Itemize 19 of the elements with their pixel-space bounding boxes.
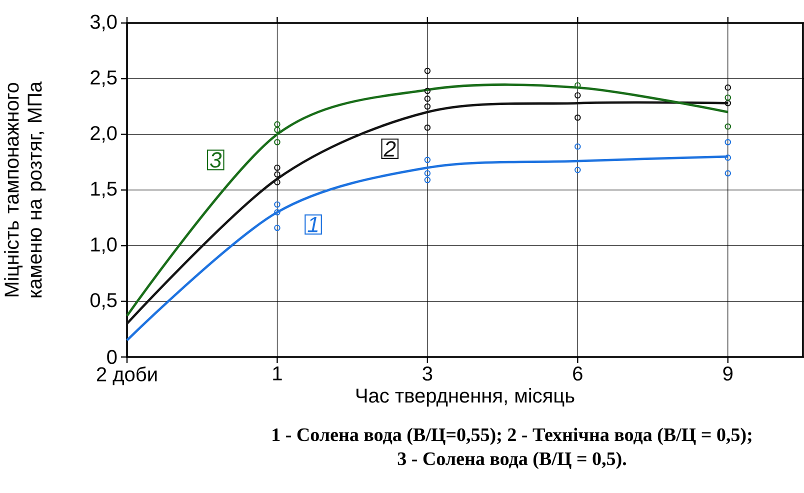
x-tick-label: 6 bbox=[573, 366, 582, 381]
series-label: 3 bbox=[210, 152, 222, 168]
y-tick-label: 1,5 bbox=[91, 182, 117, 198]
x-tick-label: 2 доби bbox=[96, 366, 157, 386]
y-tick-label: 2,5 bbox=[90, 70, 117, 87]
y-tick-label: 2,0 bbox=[90, 126, 117, 143]
y-axis-title: Міцність тампонажного каменю на розтяг, МПа bbox=[4, 81, 46, 298]
series-label: 2 bbox=[384, 141, 396, 156]
y-tick-label: 0 bbox=[107, 350, 117, 364]
text: 3 - Солена вода (В/Ц = 0,5). bbox=[398, 452, 626, 470]
x-tick-label: 9 bbox=[723, 366, 732, 381]
x-tick-label: 3 bbox=[422, 366, 432, 381]
text: 1 - Солена вода (В/Ц=0,55); 2 - Технічна вода (В/Ц = 0,5); bbox=[272, 428, 752, 446]
y-tick-label: 1,0 bbox=[91, 237, 117, 254]
x-axis-title: Час тверднення, місяць bbox=[356, 388, 574, 407]
y-tick-label: 0,5 bbox=[90, 293, 117, 310]
x-tick-label: 1 bbox=[273, 366, 282, 380]
series-label: 1 bbox=[308, 216, 318, 232]
y-tick-label: 3,0 bbox=[90, 14, 117, 32]
